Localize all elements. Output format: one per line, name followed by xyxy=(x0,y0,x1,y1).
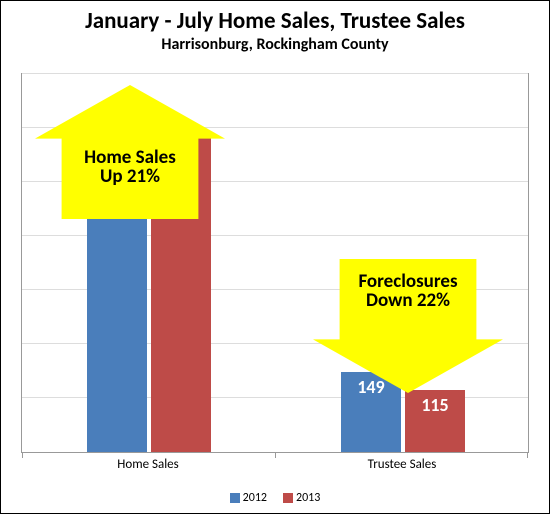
chart-title: January - July Home Sales, Trustee Sales xyxy=(1,1,549,34)
legend-swatch xyxy=(283,493,293,503)
callout-text: ForeclosuresDown 22% xyxy=(313,272,503,310)
bar-2012-home-sales: 480 xyxy=(87,193,147,452)
chart-container: January - July Home Sales, Trustee Sales… xyxy=(0,0,550,514)
legend-item-2013: 2013 xyxy=(283,491,320,505)
legend-swatch xyxy=(230,493,240,503)
chart-subtitle: Harrisonburg, Rockingham County xyxy=(1,34,549,54)
callout-text: Home SalesUp 21% xyxy=(35,148,225,186)
callout-line2: Up 21% xyxy=(35,167,225,186)
bar-value-label: 115 xyxy=(405,394,465,416)
category-label: Trustee Sales xyxy=(275,457,529,472)
callout-line2: Down 22% xyxy=(313,291,503,310)
legend-item-2012: 2012 xyxy=(230,491,267,505)
legend-label: 2013 xyxy=(296,491,320,505)
category-axis: Home SalesTrustee Sales xyxy=(21,457,529,477)
legend-label: 2012 xyxy=(243,491,267,505)
callout-home-sales-up: Home SalesUp 21% xyxy=(35,85,225,219)
bar-2013-trustee-sales: 115 xyxy=(405,390,465,452)
category-label: Home Sales xyxy=(21,457,275,472)
legend: 2012 2013 xyxy=(1,491,549,505)
gridline xyxy=(22,73,528,74)
callout-foreclosures-down: ForeclosuresDown 22% xyxy=(313,259,503,393)
